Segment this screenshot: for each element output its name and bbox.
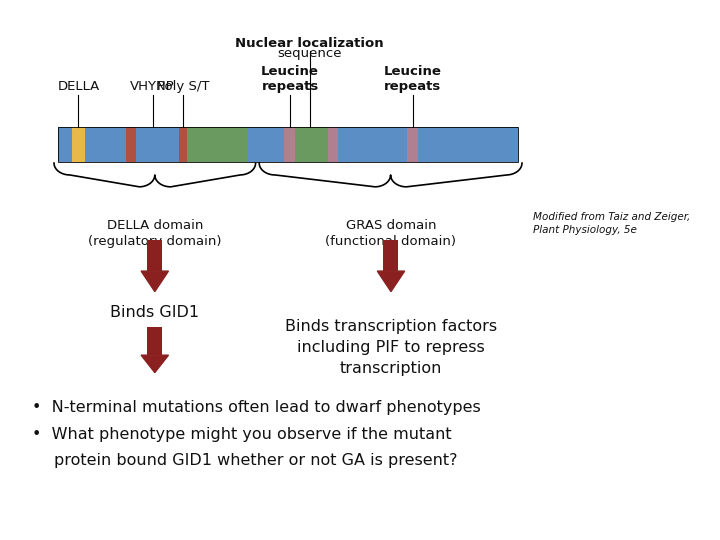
Bar — [248, 127, 284, 162]
Text: Leucine
repeats: Leucine repeats — [261, 65, 319, 93]
Text: Poly S/T: Poly S/T — [157, 80, 209, 93]
Bar — [384, 240, 398, 271]
Text: •  N-terminal mutations often lead to dwarf phenotypes: • N-terminal mutations often lead to dwa… — [32, 400, 481, 415]
Text: •  What phenotype might you observe if the mutant: • What phenotype might you observe if th… — [32, 427, 452, 442]
Bar — [418, 127, 518, 162]
Bar — [179, 127, 187, 162]
Polygon shape — [377, 271, 405, 292]
Text: Leucine
repeats: Leucine repeats — [384, 65, 441, 93]
Bar — [148, 240, 162, 271]
Bar — [148, 327, 162, 355]
Bar — [58, 127, 518, 162]
Text: DELLA domain
(regulatory domain): DELLA domain (regulatory domain) — [88, 219, 222, 248]
Text: Nuclear localization: Nuclear localization — [235, 37, 384, 50]
Bar — [126, 127, 136, 162]
Bar — [338, 127, 407, 162]
Bar — [295, 127, 328, 162]
Polygon shape — [141, 271, 168, 292]
Bar — [187, 127, 248, 162]
Text: GRAS domain
(functional domain): GRAS domain (functional domain) — [325, 219, 456, 248]
Text: VHYNP: VHYNP — [130, 80, 175, 93]
Text: Binds transcription factors
including PIF to repress
transcription: Binds transcription factors including PI… — [285, 319, 497, 376]
Bar — [58, 127, 518, 162]
Bar — [72, 127, 85, 162]
Text: sequence: sequence — [277, 48, 342, 60]
Text: Modified from Taiz and Zeiger,
Plant Physiology, 5e: Modified from Taiz and Zeiger, Plant Phy… — [533, 212, 690, 235]
Text: DELLA: DELLA — [58, 80, 99, 93]
Bar — [328, 127, 338, 162]
Bar — [58, 127, 72, 162]
Text: Binds GID1: Binds GID1 — [110, 305, 199, 320]
Text: protein bound GID1 whether or not GA is present?: protein bound GID1 whether or not GA is … — [54, 453, 457, 468]
Bar — [136, 127, 179, 162]
Polygon shape — [141, 355, 168, 373]
Bar — [85, 127, 126, 162]
Bar — [284, 127, 295, 162]
Bar — [407, 127, 418, 162]
